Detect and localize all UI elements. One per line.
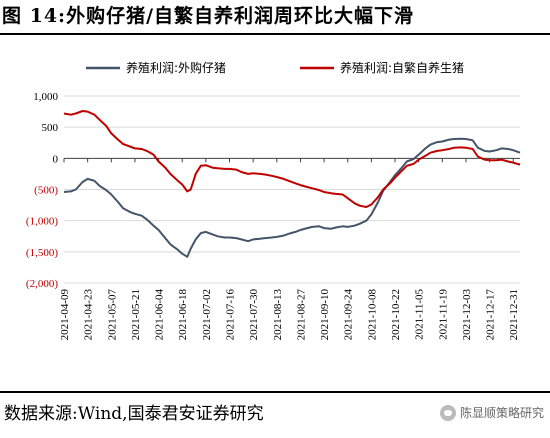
source-note: 数据来源:Wind,国泰君安证券研究	[4, 404, 264, 424]
x-tick-label: 2021-09-10	[319, 289, 331, 341]
y-tick-label: 0	[53, 153, 59, 165]
x-tick-label: 2021-11-19	[437, 289, 449, 340]
x-tick-label: 2021-12-31	[508, 289, 520, 340]
x-tick-label: 2021-10-08	[366, 289, 378, 341]
x-tick-label: 2021-05-21	[130, 289, 142, 340]
watermark-text: 陈显顺策略研究	[459, 406, 544, 420]
y-tick-label: 1,000	[33, 91, 58, 103]
y-axis: 1,000 500 0 (500) (1,000) (1,500) (2,000)	[26, 91, 520, 290]
title-rule	[0, 33, 550, 35]
x-tick-label: 2021-07-02	[201, 289, 213, 340]
x-tick-label: 2021-10-22	[390, 289, 402, 340]
x-tick-label: 2021-06-04	[154, 289, 166, 341]
y-tick-label: (1,500)	[26, 247, 58, 259]
y-tick-label: (500)	[34, 185, 58, 197]
x-tick-label: 2021-11-05	[414, 289, 426, 340]
x-tick-label: 2021-07-30	[248, 289, 260, 341]
legend-label: 养殖利润:外购仔猪	[126, 60, 226, 75]
x-tick-label: 2021-12-03	[461, 289, 473, 341]
profit-line-chart: 养殖利润:外购仔猪 养殖利润:自繁自养生猪 1,000 500 0 (500) (1,00…	[26, 60, 521, 340]
y-tick-label: (1,000)	[26, 216, 58, 228]
chart-legend: 养殖利润:外购仔猪 养殖利润:自繁自养生猪	[86, 60, 464, 75]
figure-title: 图 14:外购仔猪/自繁自养利润周环比大幅下滑	[2, 5, 415, 27]
series-line-purchased-piglets	[63, 137, 521, 258]
series-group	[63, 110, 521, 258]
x-tick-label: 2021-07-16	[225, 289, 237, 341]
x-tick-label: 2021-12-17	[485, 289, 497, 341]
x-tick-label: 2021-04-23	[83, 289, 95, 341]
x-axis: 2021-04-09 2021-04-23 2021-05-07 2021-05-21…	[59, 158, 520, 340]
watermark: 陈显顺策略研究	[439, 404, 544, 421]
series-line-self-bred-hogs	[63, 110, 521, 208]
x-tick-label: 2021-08-13	[272, 289, 284, 341]
x-tick-label: 2021-06-18	[177, 289, 189, 341]
x-tick-label: 2021-04-09	[59, 289, 71, 341]
x-tick-label: 2021-09-24	[343, 289, 355, 341]
x-tick-label: 2021-08-27	[295, 289, 307, 341]
y-tick-label: (2,000)	[26, 278, 58, 290]
wechat-icon	[439, 404, 456, 421]
x-tick-label: 2021-05-07	[106, 289, 118, 341]
legend-label: 养殖利润:自繁自养生猪	[340, 60, 464, 75]
source-rule	[0, 391, 550, 393]
gridlines	[64, 95, 520, 284]
y-tick-label: 500	[42, 122, 59, 134]
